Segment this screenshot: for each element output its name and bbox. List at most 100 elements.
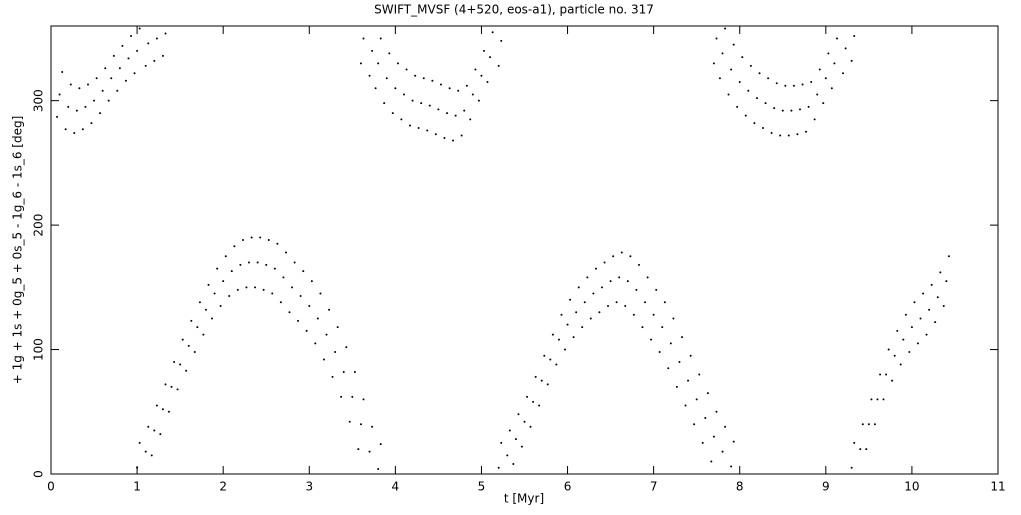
- data-point: [879, 373, 882, 376]
- data-point: [276, 242, 279, 245]
- data-point: [549, 358, 552, 361]
- data-point: [609, 280, 612, 283]
- data-point: [807, 105, 810, 108]
- data-point: [241, 239, 244, 242]
- data-point: [784, 84, 787, 87]
- data-point: [153, 59, 156, 62]
- data-point: [652, 313, 655, 316]
- x-tick-label: 0: [47, 480, 55, 494]
- data-point: [529, 425, 532, 428]
- data-point: [124, 79, 127, 82]
- data-point: [698, 373, 701, 376]
- chart-title: SWIFT_MVSF (4+520, eos-a1), particle no.…: [374, 3, 654, 17]
- data-point: [876, 398, 879, 401]
- data-point: [787, 134, 790, 137]
- data-point: [675, 385, 678, 388]
- data-point: [144, 64, 147, 67]
- data-point: [308, 305, 311, 307]
- data-point: [130, 34, 133, 37]
- data-point: [297, 319, 300, 322]
- data-point: [724, 27, 727, 30]
- data-point: [560, 313, 563, 316]
- x-tick-label: 10: [904, 480, 919, 494]
- data-point: [431, 79, 434, 82]
- data-point: [844, 47, 847, 50]
- data-point: [936, 296, 939, 299]
- data-point: [420, 102, 423, 105]
- data-point: [368, 74, 371, 77]
- data-point: [357, 448, 360, 451]
- data-point: [942, 305, 945, 307]
- data-point: [305, 329, 308, 332]
- data-point: [116, 89, 119, 92]
- data-point: [273, 267, 276, 270]
- data-point: [405, 68, 408, 71]
- data-point: [396, 62, 399, 65]
- data-point: [594, 267, 597, 270]
- data-point: [359, 423, 362, 426]
- data-point: [210, 317, 213, 320]
- data-point: [755, 97, 758, 100]
- data-point: [147, 42, 150, 45]
- data-point: [483, 49, 486, 52]
- data-point: [945, 280, 948, 283]
- data-point: [500, 441, 503, 444]
- data-point: [377, 62, 380, 65]
- data-point: [850, 59, 853, 62]
- data-point: [159, 433, 162, 436]
- data-point: [224, 255, 227, 258]
- data-point: [486, 81, 489, 83]
- data-point: [87, 83, 90, 86]
- data-point: [842, 72, 845, 75]
- data-point: [758, 72, 761, 75]
- data-point: [259, 236, 262, 239]
- data-point: [64, 128, 67, 131]
- data-point: [153, 429, 156, 432]
- data-point: [181, 338, 184, 341]
- data-point: [58, 93, 61, 96]
- data-point: [328, 308, 331, 311]
- data-point: [506, 454, 509, 457]
- data-point: [727, 93, 730, 96]
- data-point: [566, 323, 569, 326]
- data-point: [538, 404, 541, 407]
- data-point: [583, 301, 586, 304]
- data-point: [439, 83, 442, 86]
- data-point: [655, 288, 658, 291]
- data-point: [796, 133, 799, 136]
- data-point: [534, 375, 537, 378]
- data-point: [715, 410, 718, 413]
- data-point: [632, 313, 635, 316]
- data-point: [345, 346, 348, 349]
- data-point: [607, 305, 610, 307]
- data-point: [190, 319, 193, 322]
- data-point: [351, 395, 354, 398]
- data-point: [216, 267, 219, 270]
- data-point: [213, 292, 216, 295]
- data-point: [572, 336, 575, 339]
- data-point: [532, 400, 535, 403]
- data-point: [925, 333, 928, 336]
- data-point: [428, 104, 431, 107]
- data-point: [626, 280, 629, 283]
- data-point: [913, 301, 916, 304]
- data-point: [822, 102, 825, 105]
- data-point: [196, 326, 199, 329]
- data-point: [540, 379, 543, 382]
- x-tick-label: 8: [736, 480, 744, 494]
- data-point: [340, 395, 343, 398]
- data-point: [939, 271, 942, 274]
- data-point: [170, 385, 173, 388]
- x-tick-label: 6: [564, 480, 572, 494]
- data-point: [827, 52, 830, 55]
- data-point: [887, 348, 890, 351]
- y-tick-label: 300: [32, 89, 46, 112]
- x-tick-label: 2: [219, 480, 227, 494]
- data-point: [371, 425, 374, 428]
- data-point: [833, 62, 836, 65]
- data-point: [265, 263, 268, 266]
- data-point: [859, 448, 862, 451]
- data-point: [767, 77, 770, 80]
- data-point: [155, 37, 158, 40]
- data-point: [520, 445, 523, 448]
